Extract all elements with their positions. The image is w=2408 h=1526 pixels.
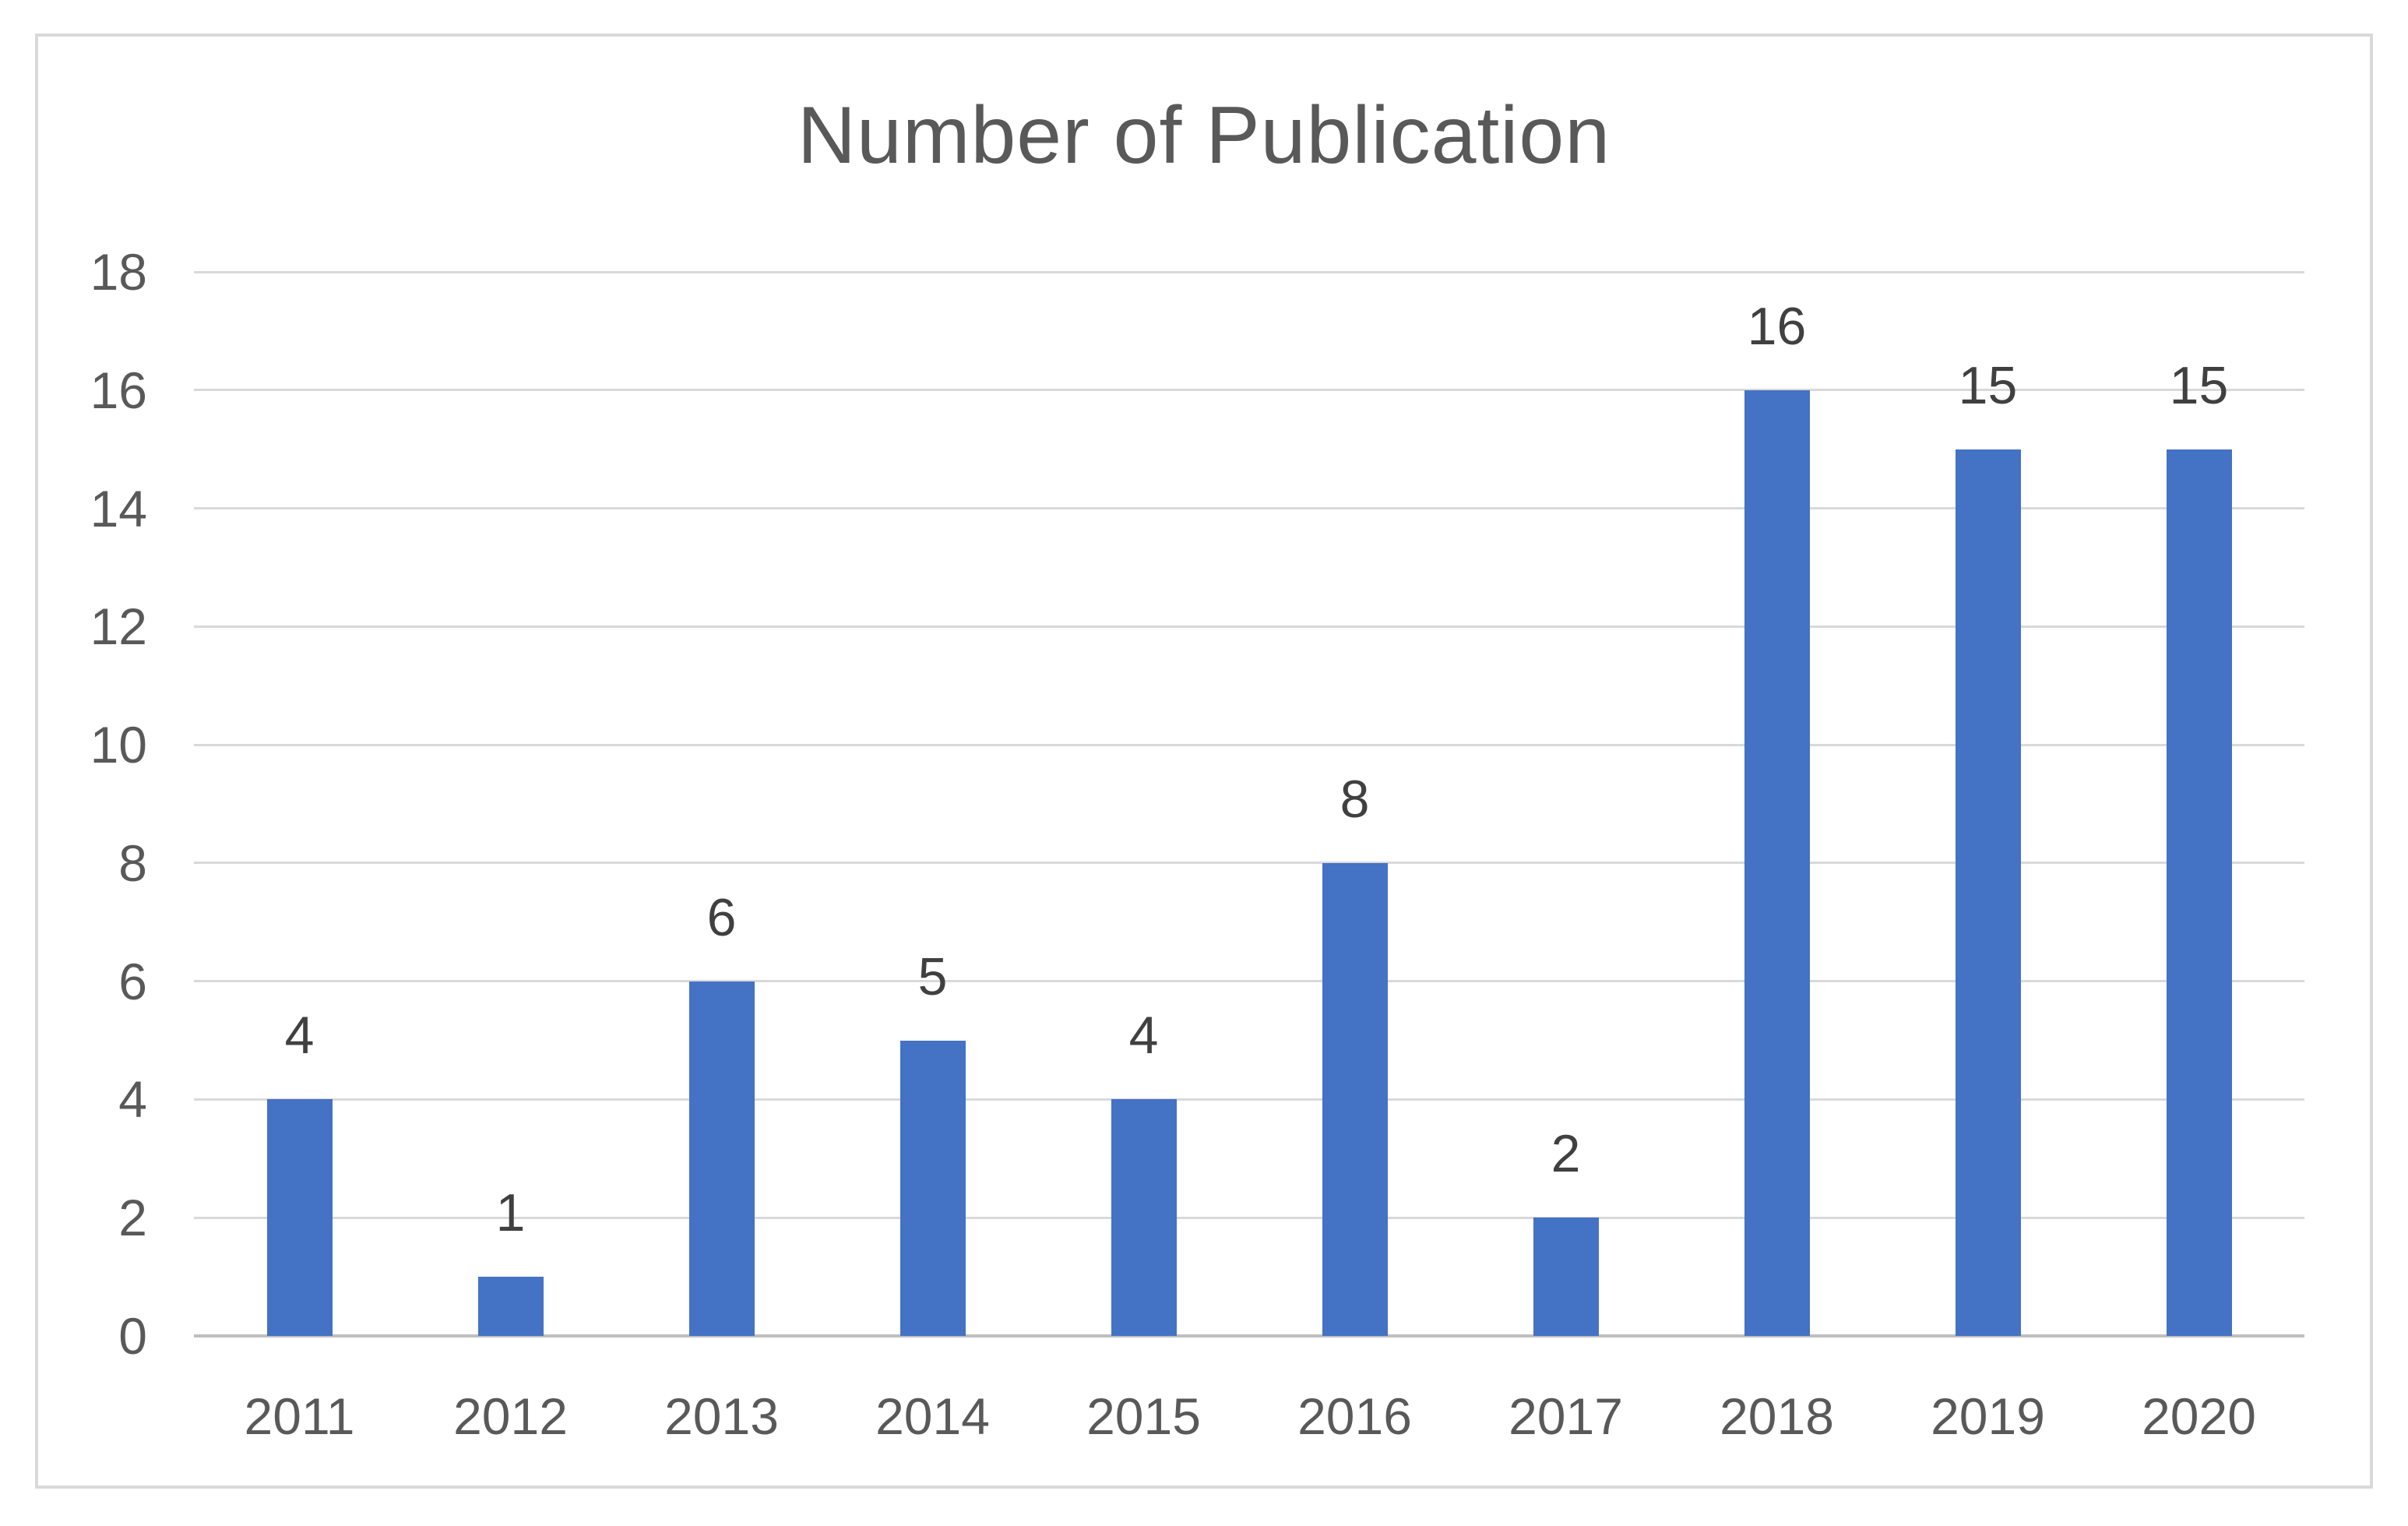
y-axis-tick-label-0: 0 xyxy=(118,1307,147,1365)
bar-2012 xyxy=(477,1277,544,1336)
bar-2014 xyxy=(899,1040,966,1336)
bar-value-label-2011: 4 xyxy=(284,1006,315,1066)
x-axis-tick-label-2015: 2015 xyxy=(1086,1387,1201,1445)
x-axis-tick-label-2020: 2020 xyxy=(2142,1387,2256,1445)
bar-value-label-2015: 4 xyxy=(1128,1006,1159,1066)
x-axis-tick-label-2013: 2013 xyxy=(664,1387,779,1445)
x-axis-tick-label-2019: 2019 xyxy=(1931,1387,2045,1445)
x-axis-tick-label-2017: 2017 xyxy=(1509,1387,1623,1445)
chart-title: Number of Publication xyxy=(797,90,1611,181)
bar-value-label-2019: 15 xyxy=(1958,355,2018,415)
bar-value-label-2020: 15 xyxy=(2169,355,2229,415)
gridline-8 xyxy=(194,862,2304,865)
bar-2011 xyxy=(266,1099,333,1336)
bar-2019 xyxy=(1955,449,2021,1336)
bar-value-label-2016: 8 xyxy=(1340,769,1370,829)
gridline-16 xyxy=(194,389,2304,392)
plot-area: 0 2 4 6 8 10 12 14 16 18 4 2011 1 2012 6 2013 5 2014 4 2015… xyxy=(90,246,2304,1442)
x-axis-tick-label-2011: 2011 xyxy=(244,1387,355,1445)
bar-value-label-2018: 16 xyxy=(1747,296,1807,356)
gridline-14 xyxy=(194,507,2304,510)
x-axis-tick-label-2014: 2014 xyxy=(875,1387,990,1445)
y-axis-tick-label-12: 12 xyxy=(90,597,147,656)
x-axis-tick-label-2016: 2016 xyxy=(1297,1387,1412,1445)
y-axis-tick-label-18: 18 xyxy=(90,243,147,301)
x-axis-line xyxy=(194,1334,2304,1337)
gridline-12 xyxy=(194,625,2304,628)
bar-2018 xyxy=(1744,389,1810,1336)
bar-2013 xyxy=(688,981,755,1336)
gridline-18 xyxy=(194,270,2304,273)
bar-value-label-2012: 1 xyxy=(495,1183,526,1243)
y-axis-tick-label-14: 14 xyxy=(90,479,147,537)
bar-2015 xyxy=(1111,1099,1177,1336)
gridline-2 xyxy=(194,1216,2304,1219)
bar-2017 xyxy=(1533,1218,1599,1336)
y-axis-tick-label-8: 8 xyxy=(118,833,147,892)
chart-frame: Number of Publication 0 2 4 6 8 10 12 14 16 18 4 20… xyxy=(35,33,2373,1489)
bar-2020 xyxy=(2166,449,2232,1336)
y-axis-tick-label-2: 2 xyxy=(118,1189,147,1247)
x-axis-tick-label-2012: 2012 xyxy=(453,1387,568,1445)
bar-value-label-2014: 5 xyxy=(917,946,948,1006)
gridline-4 xyxy=(194,1098,2304,1101)
bar-value-label-2017: 2 xyxy=(1551,1124,1581,1184)
y-axis-tick-label-16: 16 xyxy=(90,361,147,419)
y-axis-tick-label-10: 10 xyxy=(90,716,147,774)
gridline-6 xyxy=(194,980,2304,983)
y-axis-tick-label-4: 4 xyxy=(118,1070,147,1129)
gridline-10 xyxy=(194,743,2304,746)
bar-value-label-2013: 6 xyxy=(706,887,737,947)
y-axis-tick-label-6: 6 xyxy=(118,952,147,1010)
bar-2016 xyxy=(1322,862,1388,1336)
x-axis-tick-label-2018: 2018 xyxy=(1720,1387,1834,1445)
